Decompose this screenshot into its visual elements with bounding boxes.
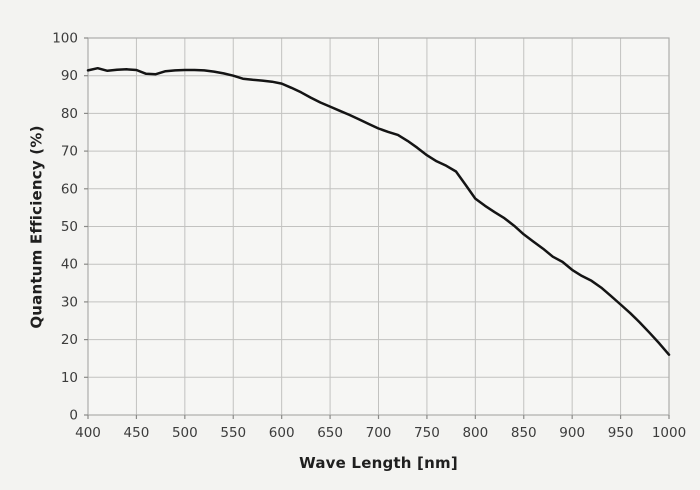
y-tick-label: 60 — [61, 181, 78, 197]
x-tick-label: 600 — [269, 425, 295, 441]
y-tick-label: 50 — [61, 219, 78, 235]
y-tick-label: 80 — [61, 106, 78, 122]
x-tick-label: 700 — [366, 425, 392, 441]
y-axis-title-box: Quantum Efficiency (%) — [22, 38, 52, 415]
y-tick-label: 30 — [61, 294, 78, 310]
y-tick-label: 100 — [52, 31, 78, 47]
x-tick-label: 900 — [559, 425, 585, 441]
x-tick-label: 550 — [220, 425, 246, 441]
y-tick-label: 10 — [61, 370, 78, 386]
x-tick-label: 950 — [608, 425, 634, 441]
y-tick-label: 90 — [61, 68, 78, 84]
x-tick-label: 750 — [414, 425, 440, 441]
x-tick-label: 400 — [75, 425, 101, 441]
x-tick-label: 500 — [172, 425, 198, 441]
y-tick-label: 0 — [69, 408, 78, 424]
y-tick-label: 70 — [61, 144, 78, 160]
y-tick-label: 40 — [61, 257, 78, 273]
y-axis-title: Quantum Efficiency (%) — [28, 124, 47, 329]
x-tick-label: 1000 — [652, 425, 686, 441]
x-tick-label: 450 — [124, 425, 150, 441]
x-tick-label: 800 — [462, 425, 488, 441]
qe-curve — [86, 66, 671, 356]
x-axis-title: Wave Length [nm] — [299, 454, 458, 472]
x-tick-label: 650 — [317, 425, 343, 441]
y-tick-label: 20 — [61, 332, 78, 348]
x-tick-label: 850 — [511, 425, 537, 441]
